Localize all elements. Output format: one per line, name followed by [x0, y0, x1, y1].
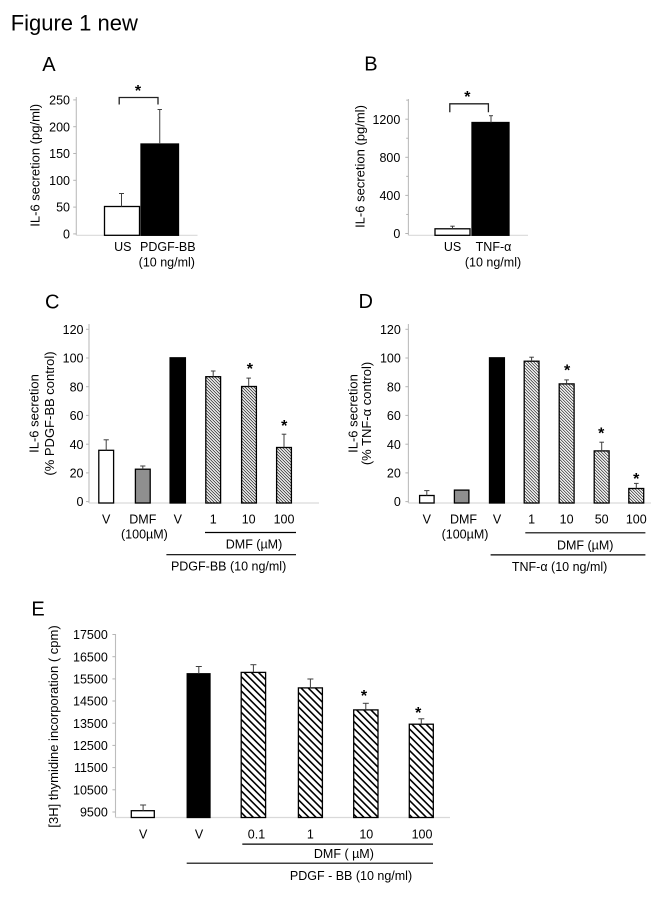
svg-text:V: V — [102, 513, 111, 527]
svg-text:80: 80 — [387, 380, 401, 394]
svg-text:15500: 15500 — [73, 673, 108, 687]
svg-text:IL-6 secretion (pg/ml): IL-6 secretion (pg/ml) — [27, 104, 42, 227]
svg-text:*: * — [564, 363, 571, 380]
svg-text:*: * — [415, 705, 422, 722]
svg-text:C: C — [45, 291, 59, 313]
svg-text:0: 0 — [393, 227, 400, 241]
svg-text:(100µM): (100µM) — [442, 528, 489, 542]
svg-text:(10 ng/ml): (10 ng/ml) — [139, 255, 195, 269]
svg-text:10: 10 — [359, 827, 373, 841]
svg-text:V: V — [493, 513, 502, 527]
svg-text:10: 10 — [242, 513, 256, 527]
svg-text:0: 0 — [77, 495, 84, 509]
svg-text:*: * — [281, 418, 288, 435]
svg-text:US: US — [114, 240, 131, 254]
svg-text:100: 100 — [380, 352, 401, 366]
svg-text:400: 400 — [379, 189, 400, 203]
svg-text:(% PDGF-BB control): (% PDGF-BB control) — [42, 351, 57, 475]
svg-text:PDGF-BB (10 ng/ml): PDGF-BB (10 ng/ml) — [171, 560, 286, 574]
svg-text:Figure 1 new: Figure 1 new — [11, 11, 138, 36]
svg-text:DMF (µM): DMF (µM) — [557, 539, 614, 553]
svg-text:60: 60 — [387, 409, 401, 423]
svg-text:V: V — [139, 827, 148, 841]
svg-text:*: * — [633, 471, 640, 488]
svg-text:IL-6 secretion (pg/ml): IL-6 secretion (pg/ml) — [352, 105, 367, 228]
svg-text:V: V — [195, 827, 204, 841]
svg-text:DMF (µM): DMF (µM) — [226, 538, 283, 552]
svg-text:[3H] thymidine incorporation (: [3H] thymidine incorporation ( cpm) — [46, 625, 61, 827]
svg-text:*: * — [135, 83, 142, 100]
svg-text:(10 ng/ml): (10 ng/ml) — [465, 255, 521, 269]
svg-text:*: * — [598, 426, 605, 443]
svg-text:1: 1 — [210, 513, 217, 527]
svg-text:D: D — [359, 291, 373, 313]
svg-text:1: 1 — [528, 513, 535, 527]
svg-text:*: * — [361, 688, 368, 705]
svg-text:9500: 9500 — [80, 806, 108, 820]
svg-text:100: 100 — [49, 174, 70, 188]
svg-text:0: 0 — [394, 495, 401, 509]
svg-text:14500: 14500 — [73, 695, 108, 709]
svg-text:E: E — [31, 599, 44, 621]
svg-text:100: 100 — [626, 513, 647, 527]
svg-text:13500: 13500 — [73, 717, 108, 731]
svg-text:120: 120 — [380, 323, 401, 337]
svg-text:B: B — [364, 54, 377, 76]
svg-text:80: 80 — [70, 380, 84, 394]
svg-text:1200: 1200 — [372, 113, 400, 127]
svg-text:120: 120 — [63, 323, 84, 337]
svg-text:40: 40 — [387, 438, 401, 452]
svg-text:1: 1 — [307, 827, 314, 841]
svg-text:100: 100 — [274, 513, 295, 527]
svg-text:10: 10 — [560, 513, 574, 527]
svg-text:PDGF - BB (10 ng/ml): PDGF - BB (10 ng/ml) — [290, 869, 412, 883]
svg-text:(% TNF-α control): (% TNF-α control) — [359, 362, 374, 465]
svg-text:DMF ( µM): DMF ( µM) — [314, 847, 374, 861]
svg-text:IL-6 secretion: IL-6 secretion — [346, 374, 361, 453]
svg-text:200: 200 — [49, 120, 70, 134]
svg-text:0.1: 0.1 — [248, 827, 265, 841]
svg-text:150: 150 — [49, 147, 70, 161]
svg-text:V: V — [174, 513, 183, 527]
svg-text:250: 250 — [49, 94, 70, 108]
svg-text:A: A — [42, 54, 56, 76]
svg-text:(100µM): (100µM) — [121, 528, 168, 542]
svg-text:12500: 12500 — [73, 739, 108, 753]
svg-text:50: 50 — [595, 513, 609, 527]
svg-text:40: 40 — [70, 438, 84, 452]
svg-text:100: 100 — [412, 827, 433, 841]
svg-text:16500: 16500 — [73, 650, 108, 664]
svg-text:10500: 10500 — [73, 783, 108, 797]
svg-text:60: 60 — [70, 409, 84, 423]
svg-text:20: 20 — [70, 467, 84, 481]
svg-text:*: * — [247, 361, 254, 378]
svg-text:IL-6 secretion: IL-6 secretion — [26, 374, 41, 453]
svg-text:50: 50 — [56, 201, 70, 215]
svg-text:100: 100 — [63, 352, 84, 366]
svg-text:DMF: DMF — [450, 513, 477, 527]
svg-text:*: * — [464, 89, 471, 106]
svg-text:US: US — [444, 240, 461, 254]
svg-text:DMF: DMF — [129, 513, 156, 527]
svg-text:0: 0 — [63, 228, 70, 242]
svg-text:11500: 11500 — [74, 761, 108, 775]
svg-text:800: 800 — [379, 151, 400, 165]
svg-text:TNF-α: TNF-α — [476, 240, 512, 254]
svg-text:TNF-α (10 ng/ml): TNF-α (10 ng/ml) — [512, 560, 607, 574]
svg-text:PDGF-BB: PDGF-BB — [140, 240, 196, 254]
svg-text:20: 20 — [387, 467, 401, 481]
svg-text:V: V — [423, 513, 432, 527]
svg-text:17500: 17500 — [73, 628, 108, 642]
